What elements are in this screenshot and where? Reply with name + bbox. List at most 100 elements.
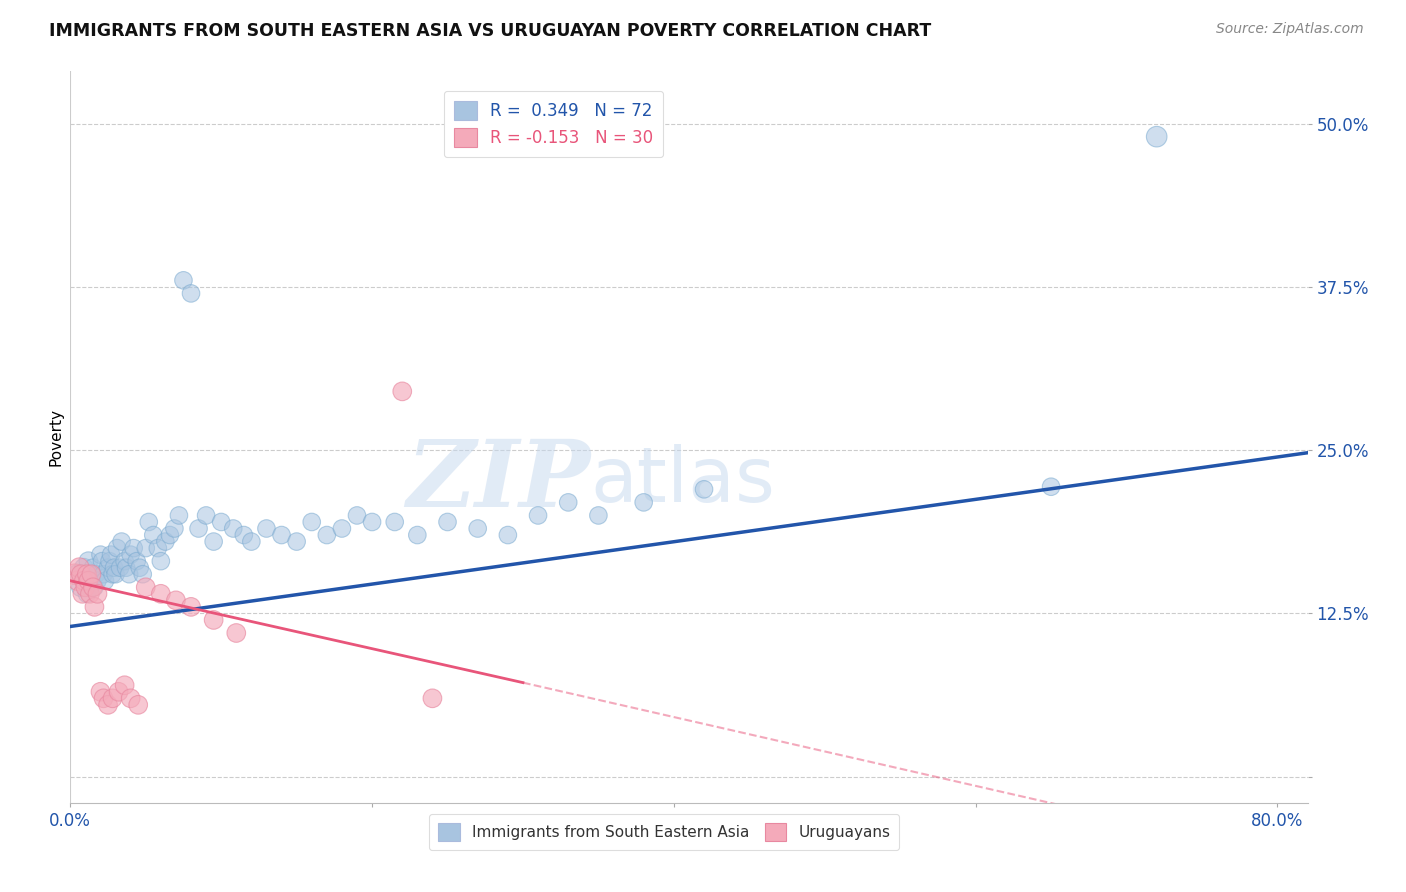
Point (496, 528, 519, 542)
Point (86, 574, 108, 588)
Point (202, 613, 225, 627)
Point (122, 541, 145, 555)
Point (80, 574, 103, 588)
Point (285, 534, 308, 549)
Point (633, 495, 655, 509)
Point (149, 554, 172, 568)
Point (83, 599, 105, 614)
Point (75, 580, 97, 594)
Point (270, 528, 292, 542)
Text: Source: ZipAtlas.com: Source: ZipAtlas.com (1216, 22, 1364, 37)
Point (101, 567, 124, 582)
Point (422, 691, 444, 706)
Point (114, 554, 136, 568)
Point (97, 698, 120, 712)
Text: atlas: atlas (591, 444, 775, 518)
Point (120, 548, 142, 562)
Point (93, 567, 115, 582)
Point (77, 554, 100, 568)
Point (86, 587, 108, 601)
Point (80, 567, 103, 582)
Point (557, 495, 579, 509)
Point (1040, 480, 1063, 494)
Point (132, 567, 155, 582)
Point (138, 515, 160, 529)
Point (406, 528, 429, 542)
Point (128, 560, 150, 574)
Point (588, 508, 610, 523)
Point (76, 567, 98, 582)
Point (114, 678, 136, 692)
Point (115, 560, 138, 574)
Point (301, 515, 323, 529)
Point (149, 587, 172, 601)
Point (82, 560, 104, 574)
Point (70, 567, 93, 582)
Point (315, 528, 337, 542)
Point (163, 521, 186, 535)
Point (167, 508, 190, 523)
Point (202, 534, 225, 549)
Point (89, 685, 111, 699)
Point (225, 626, 247, 640)
Point (82, 580, 104, 594)
Point (240, 534, 263, 549)
Point (110, 534, 132, 549)
Point (93, 691, 115, 706)
Point (232, 528, 254, 542)
Point (467, 521, 489, 535)
Point (187, 521, 209, 535)
Point (103, 560, 125, 574)
Point (104, 567, 127, 582)
Point (330, 521, 353, 535)
Point (77, 574, 100, 588)
Point (180, 599, 202, 614)
Point (79, 567, 101, 582)
Point (84, 567, 107, 582)
Point (127, 698, 149, 712)
Text: IMMIGRANTS FROM SOUTH EASTERN ASIA VS URUGUAYAN POVERTY CORRELATION CHART: IMMIGRANTS FROM SOUTH EASTERN ASIA VS UR… (49, 22, 931, 40)
Point (83, 580, 105, 594)
Point (107, 685, 129, 699)
Point (100, 548, 122, 562)
Point (66, 574, 89, 588)
Point (135, 541, 157, 555)
Point (135, 580, 157, 594)
Point (63, 567, 86, 582)
Point (146, 541, 169, 555)
Point (180, 286, 202, 301)
Point (436, 515, 458, 529)
Point (94, 574, 117, 588)
Point (222, 521, 245, 535)
Point (120, 691, 142, 706)
Point (79, 580, 101, 594)
Point (89, 548, 111, 562)
Point (172, 273, 194, 287)
Point (527, 508, 550, 523)
Point (209, 515, 232, 529)
Point (91, 554, 114, 568)
Point (73, 560, 96, 574)
Y-axis label: Poverty: Poverty (48, 408, 63, 467)
Point (76, 587, 98, 601)
Legend: Immigrants from South Eastern Asia, Uruguayans: Immigrants from South Eastern Asia, Urug… (429, 814, 900, 850)
Point (75, 574, 97, 588)
Point (108, 560, 131, 574)
Point (384, 515, 406, 529)
Point (256, 521, 278, 535)
Point (67, 560, 90, 574)
Point (72, 587, 94, 601)
Point (73, 574, 96, 588)
Point (66, 567, 89, 582)
Point (361, 515, 384, 529)
Point (159, 528, 181, 542)
Point (693, 483, 716, 497)
Point (346, 508, 368, 523)
Point (155, 534, 177, 549)
Point (97, 560, 120, 574)
Point (165, 593, 187, 607)
Point (79, 587, 101, 601)
Point (118, 567, 141, 582)
Point (70, 580, 93, 594)
Point (1146, 129, 1168, 144)
